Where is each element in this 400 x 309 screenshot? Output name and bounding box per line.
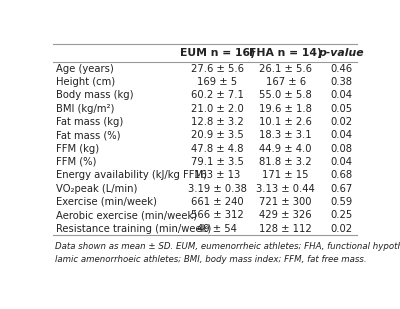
Text: 566 ± 312: 566 ± 312 [191, 210, 244, 220]
Text: 18.3 ± 3.1: 18.3 ± 3.1 [259, 130, 312, 140]
Text: 661 ± 240: 661 ± 240 [191, 197, 244, 207]
Text: 128 ± 112: 128 ± 112 [259, 224, 312, 234]
Text: Data shown as mean ± SD. EUM, eumenorrheic athletes; FHA, functional hypotha-: Data shown as mean ± SD. EUM, eumenorrhe… [55, 243, 400, 252]
Text: 0.59: 0.59 [330, 197, 352, 207]
Text: 20.9 ± 3.5: 20.9 ± 3.5 [191, 130, 244, 140]
Text: 60.2 ± 7.1: 60.2 ± 7.1 [191, 90, 244, 100]
Text: 0.04: 0.04 [330, 90, 352, 100]
Text: 81.8 ± 3.2: 81.8 ± 3.2 [259, 157, 312, 167]
Text: 0.02: 0.02 [330, 224, 352, 234]
Text: 0.67: 0.67 [330, 184, 352, 194]
Text: VO₂peak (L/min): VO₂peak (L/min) [56, 184, 137, 194]
Text: 0.04: 0.04 [330, 130, 352, 140]
Text: 171 ± 15: 171 ± 15 [262, 170, 309, 180]
Text: 0.02: 0.02 [330, 117, 352, 127]
Text: FFM (kg): FFM (kg) [56, 144, 99, 154]
Text: 12.8 ± 3.2: 12.8 ± 3.2 [191, 117, 244, 127]
Text: 169 ± 5: 169 ± 5 [197, 77, 238, 87]
Text: 0.68: 0.68 [330, 170, 352, 180]
Text: 3.13 ± 0.44: 3.13 ± 0.44 [256, 184, 315, 194]
Text: Age (years): Age (years) [56, 64, 113, 74]
Text: 27.6 ± 5.6: 27.6 ± 5.6 [191, 64, 244, 74]
Text: FFM (%): FFM (%) [56, 157, 96, 167]
Text: Height (cm): Height (cm) [56, 77, 115, 87]
Text: EUM n = 16): EUM n = 16) [180, 48, 255, 58]
Text: Fat mass (kg): Fat mass (kg) [56, 117, 123, 127]
Text: 0.08: 0.08 [330, 144, 352, 154]
Text: 429 ± 326: 429 ± 326 [259, 210, 312, 220]
Text: Energy availability (kJ/kg FFM): Energy availability (kJ/kg FFM) [56, 170, 206, 180]
Text: 44.9 ± 4.0: 44.9 ± 4.0 [259, 144, 312, 154]
Text: 167 ± 6: 167 ± 6 [266, 77, 306, 87]
Text: Resistance training (min/week): Resistance training (min/week) [56, 224, 211, 234]
Text: 79.1 ± 3.5: 79.1 ± 3.5 [191, 157, 244, 167]
Text: Body mass (kg): Body mass (kg) [56, 90, 133, 100]
Text: 3.19 ± 0.38: 3.19 ± 0.38 [188, 184, 247, 194]
Text: 49 ± 54: 49 ± 54 [198, 224, 237, 234]
Text: 55.0 ± 5.8: 55.0 ± 5.8 [259, 90, 312, 100]
Text: 26.1 ± 5.6: 26.1 ± 5.6 [259, 64, 312, 74]
Text: 163 ± 13: 163 ± 13 [194, 170, 240, 180]
Text: 10.1 ± 2.6: 10.1 ± 2.6 [259, 117, 312, 127]
Text: 21.0 ± 2.0: 21.0 ± 2.0 [191, 104, 244, 114]
Text: 47.8 ± 4.8: 47.8 ± 4.8 [191, 144, 244, 154]
Text: p-value: p-value [318, 48, 364, 58]
Text: Fat mass (%): Fat mass (%) [56, 130, 120, 140]
Text: 0.25: 0.25 [330, 210, 352, 220]
Text: FHA n = 14): FHA n = 14) [249, 48, 322, 58]
Text: 19.6 ± 1.8: 19.6 ± 1.8 [259, 104, 312, 114]
Text: BMI (kg/m²): BMI (kg/m²) [56, 104, 114, 114]
Text: 0.05: 0.05 [330, 104, 352, 114]
Text: Aerobic exercise (min/week): Aerobic exercise (min/week) [56, 210, 197, 220]
Text: lamic amenorrhoeic athletes; BMI, body mass index; FFM, fat free mass.: lamic amenorrhoeic athletes; BMI, body m… [55, 255, 366, 264]
Text: Exercise (min/week): Exercise (min/week) [56, 197, 156, 207]
Text: 0.46: 0.46 [330, 64, 352, 74]
Text: 0.38: 0.38 [330, 77, 352, 87]
Text: 0.04: 0.04 [330, 157, 352, 167]
Text: 721 ± 300: 721 ± 300 [259, 197, 312, 207]
